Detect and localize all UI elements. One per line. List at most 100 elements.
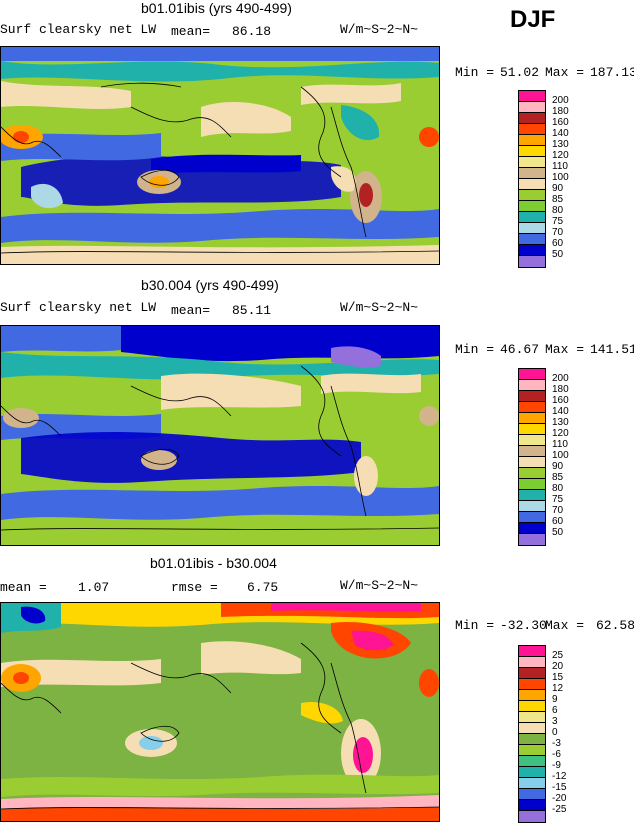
colorbar-level-label: 25 [552, 650, 564, 661]
colorbar-level-label: 9 [552, 694, 558, 705]
colorbar-level-label: 120 [552, 150, 569, 161]
colorbar-swatch [519, 479, 545, 490]
panel-2-variable-label: Surf clearsky net LW [0, 300, 157, 315]
panel-3-title: b01.01ibis - b30.004 [150, 555, 277, 571]
colorbar-swatch [519, 446, 545, 457]
colorbar-level-label: 12 [552, 683, 564, 694]
colorbar-level-label: 140 [552, 128, 569, 139]
colorbar-swatch [519, 468, 545, 479]
panel-3-mean-label: mean = [0, 580, 47, 595]
panel-1-mean-label: mean= [171, 24, 211, 39]
panel-1-mean-value: 86.18 [232, 24, 272, 39]
colorbar-level-label: 90 [552, 183, 564, 194]
colorbar-level-label: 50 [552, 527, 564, 538]
colorbar-level-label: 100 [552, 450, 569, 461]
panel-1-min-label: Min = [455, 65, 495, 80]
panel-2-mean-value: 85.11 [232, 303, 272, 318]
colorbar-swatch [519, 256, 545, 267]
colorbar-swatch [519, 234, 545, 245]
colorbar-level-label: 0 [552, 727, 558, 738]
colorbar-level-label: 50 [552, 249, 564, 260]
colorbar-swatch [519, 767, 545, 778]
colorbar-swatch [519, 190, 545, 201]
colorbar-swatch [519, 369, 545, 380]
colorbar-swatch [519, 391, 545, 402]
panel-1-max-value: 187.13 [590, 65, 634, 80]
colorbar-swatch [519, 212, 545, 223]
colorbar-level-label: 100 [552, 172, 569, 183]
colorbar-level-label: 60 [552, 238, 564, 249]
panel-2-field [1, 326, 439, 545]
colorbar-swatch [519, 657, 545, 668]
colorbar-level-label: 110 [552, 161, 568, 172]
colorbar-swatch [519, 523, 545, 534]
colorbar-swatch [519, 734, 545, 745]
colorbar-swatch [519, 124, 545, 135]
panel-3-max-value: 62.58 [596, 618, 634, 633]
panel-3-rmse-value: 6.75 [247, 580, 279, 595]
colorbar-level-label: 70 [552, 505, 564, 516]
colorbar-swatch [519, 380, 545, 391]
colorbar-level-label: 140 [552, 406, 569, 417]
colorbar-level-label: -6 [552, 749, 561, 760]
panel-2-units: W/m~S~2~N~ [340, 300, 419, 315]
colorbar-swatch [519, 756, 545, 767]
colorbar-swatch [519, 490, 545, 501]
colorbar-swatch [519, 179, 545, 190]
panel-3-min-label: Min = [455, 618, 495, 633]
season-label: DJF [510, 6, 556, 33]
colorbar-level-label: 85 [552, 194, 564, 205]
colorbar-level-label: 160 [552, 395, 569, 406]
colorbar-level-label: 80 [552, 205, 564, 216]
colorbar-level-label: 200 [552, 95, 569, 106]
colorbar-swatch [519, 168, 545, 179]
colorbar-level-label: 160 [552, 117, 569, 128]
panel-2-max-value: 141.51 [590, 342, 634, 357]
colorbar-swatch [519, 789, 545, 800]
panel-1-colorbar [518, 90, 546, 268]
colorbar-swatch [519, 402, 545, 413]
colorbar-level-label: -15 [552, 782, 567, 793]
panel-2-mean-label: mean= [171, 303, 211, 318]
panel-3-units: W/m~S~2~N~ [340, 578, 419, 593]
colorbar-level-label: 60 [552, 516, 564, 527]
colorbar-level-label: 85 [552, 472, 564, 483]
panel-1-min-value: 51.02 [500, 65, 540, 80]
panel-3-colorbar [518, 645, 546, 823]
colorbar-swatch [519, 146, 545, 157]
colorbar-swatch [519, 501, 545, 512]
panel-2-map [0, 325, 440, 546]
colorbar-swatch [519, 646, 545, 657]
panel-3-field [1, 603, 439, 821]
colorbar-swatch [519, 245, 545, 256]
panel-1-variable-label: Surf clearsky net LW [0, 22, 157, 37]
colorbar-level-label: 90 [552, 461, 564, 472]
colorbar-swatch [519, 723, 545, 734]
colorbar-level-label: 3 [552, 716, 558, 727]
colorbar-swatch [519, 413, 545, 424]
colorbar-level-label: 80 [552, 483, 564, 494]
colorbar-level-label: 120 [552, 428, 569, 439]
panel-1-max-label: Max = [545, 65, 585, 80]
colorbar-swatch [519, 135, 545, 146]
colorbar-level-label: 180 [552, 106, 569, 117]
panel-3-mean-value: 1.07 [78, 580, 110, 595]
colorbar-swatch [519, 811, 545, 822]
colorbar-swatch [519, 223, 545, 234]
colorbar-swatch [519, 679, 545, 690]
colorbar-level-label: -9 [552, 760, 561, 771]
colorbar-swatch [519, 800, 545, 811]
colorbar-level-label: 75 [552, 494, 564, 505]
colorbar-level-label: 15 [552, 672, 564, 683]
colorbar-swatch [519, 457, 545, 468]
colorbar-level-label: 70 [552, 227, 564, 238]
panel-2-min-value: 46.67 [500, 342, 540, 357]
panel-3-min-value: -32.30 [500, 618, 547, 633]
panel-1-title: b01.01ibis (yrs 490-499) [141, 0, 292, 16]
colorbar-swatch [519, 201, 545, 212]
colorbar-swatch [519, 157, 545, 168]
colorbar-level-label: 180 [552, 384, 569, 395]
colorbar-level-label: 130 [552, 417, 569, 428]
colorbar-swatch [519, 690, 545, 701]
panel-3-map [0, 602, 440, 822]
